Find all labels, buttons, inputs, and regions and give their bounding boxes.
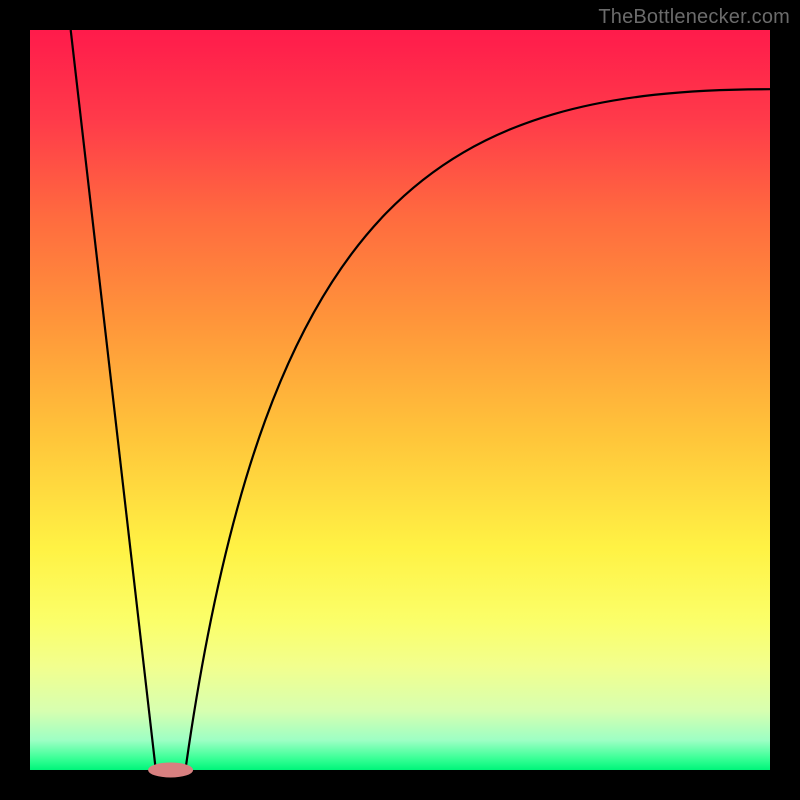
- chart-gradient-bg: [30, 30, 770, 770]
- bottleneck-chart: TheBottlenecker.com: [0, 0, 800, 800]
- watermark-text: TheBottlenecker.com: [598, 6, 790, 29]
- bottleneck-marker: [149, 763, 193, 777]
- chart-svg: [0, 0, 800, 800]
